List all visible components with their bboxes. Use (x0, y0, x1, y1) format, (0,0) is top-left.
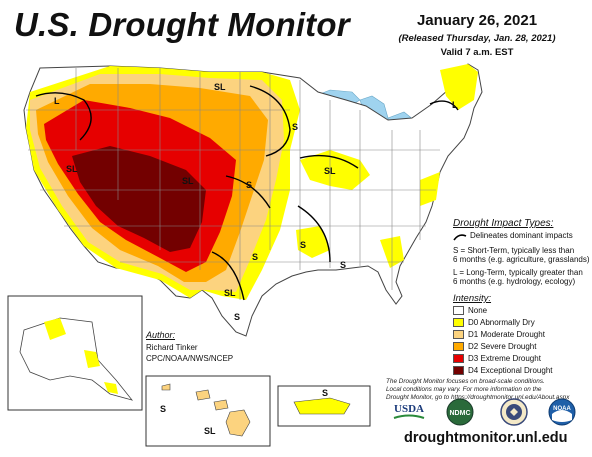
impact-legend-title: Drought Impact Types: (453, 218, 554, 229)
intensity-legend-title: Intensity: (453, 293, 492, 304)
usda-logo: USDA (392, 400, 426, 422)
impact-long-term-1: L = Long-Term, typically greater than (453, 268, 583, 277)
puerto-rico-island (293, 397, 351, 415)
map-label-sl-illinois: SL (324, 166, 336, 176)
impact-delineates: Delineates dominant impacts (470, 231, 573, 240)
release-date: (Released Thursday, Jan. 28, 2021) (398, 33, 556, 44)
disclaimer-line-2: Local conditions may vary. For more info… (386, 386, 542, 393)
disclaimer: The Drought Monitor focuses on broad-sca… (386, 378, 586, 402)
legend-d0: D0 Abnormally Dry (453, 317, 535, 328)
legend-swatch-d0 (453, 318, 464, 327)
d4-region (72, 146, 206, 252)
impact-long-term-2: 6 months (e.g. hydrology, ecology) (453, 277, 576, 286)
ndmc-logo: NDMC (446, 398, 474, 426)
seal-icon (500, 398, 528, 426)
disclaimer-line-1: The Drought Monitor focuses on broad-sca… (386, 378, 545, 385)
map-label-s-texas-south: S (234, 312, 241, 322)
legend-swatch-none (453, 306, 464, 315)
impact-short-term-2: 6 months (e.g. agriculture, grasslands) (453, 255, 590, 264)
legend-label-d1: D1 Moderate Drought (468, 330, 545, 339)
legend-label-none: None (468, 306, 488, 315)
noaa-icon: NOAA (548, 398, 576, 426)
ndmc-text: NDMC (450, 410, 471, 417)
author-title: Author: (146, 330, 176, 340)
usda-text: USDA (394, 403, 424, 415)
legend-swatch-d4 (453, 366, 464, 375)
map-label-sl-colorado: SL (182, 176, 194, 186)
state-borders (26, 68, 440, 300)
impact-lines (35, 85, 459, 301)
map-label-s-puerto-rico: S (322, 388, 329, 398)
legend-swatch-d3 (453, 354, 464, 363)
impact-short-term-1: S = Short-Term, typically less than (453, 246, 575, 255)
map-title: U.S. Drought Monitor (14, 6, 350, 43)
legend-label-d0: D0 Abnormally Dry (468, 318, 535, 327)
map-label-l-newengland: L (452, 100, 458, 110)
noaa-logo: NOAA (548, 398, 576, 426)
usda-icon: USDA (393, 403, 425, 419)
alaska-land (19, 317, 134, 401)
impact-line-icon (453, 234, 467, 241)
legend-swatch-d1 (453, 330, 464, 339)
map-label-l-oregon: L (54, 96, 60, 106)
map-label-s-minnesota: S (292, 122, 299, 132)
legend-d1: D1 Moderate Drought (453, 329, 545, 340)
map-label-sl-dakotas: SL (214, 82, 226, 92)
valid-time: Valid 7 a.m. EST (440, 47, 514, 58)
ndmc-icon: NDMC (446, 398, 474, 426)
legend-label-d3: D3 Extreme Drought (468, 354, 541, 363)
legend-label-d2: D2 Severe Drought (468, 342, 537, 351)
map-label-sl-texas: SL (224, 288, 236, 298)
legend-label-d4: D4 Exceptional Drought (468, 366, 553, 375)
map-label-s-kansas: S (246, 180, 253, 190)
legend-d3: D3 Extreme Drought (453, 353, 541, 364)
legend-swatch-d2 (453, 342, 464, 351)
doc-seal-logo (500, 398, 528, 426)
hawaii-islands (161, 383, 251, 437)
map-label-sl-nevada: SL (66, 164, 78, 174)
legend-d2: D2 Severe Drought (453, 341, 536, 352)
map-label-s-mississippi: S (340, 260, 347, 270)
website-url[interactable]: droughtmonitor.unl.edu (404, 430, 568, 446)
map-label-s-hawaii: S (160, 404, 167, 414)
map-label-s-arkansas: S (300, 240, 307, 250)
noaa-text: NOAA (553, 406, 571, 412)
legend-d4: D4 Exceptional Drought (453, 365, 553, 376)
alaska-d0 (44, 318, 118, 394)
d0-region-east (296, 64, 478, 268)
map-label-sl-hawaii: SL (204, 426, 216, 436)
map-date: January 26, 2021 (416, 12, 538, 29)
author-org: CPC/NOAA/NWS/NCEP (146, 354, 234, 363)
disclaimer-line-3: Drought Monitor, go to https://droughtmo… (386, 394, 570, 401)
author-name: Richard Tinker (146, 343, 198, 352)
legend-none: None (453, 305, 487, 316)
map-label-s-texas-east: S (252, 252, 259, 262)
